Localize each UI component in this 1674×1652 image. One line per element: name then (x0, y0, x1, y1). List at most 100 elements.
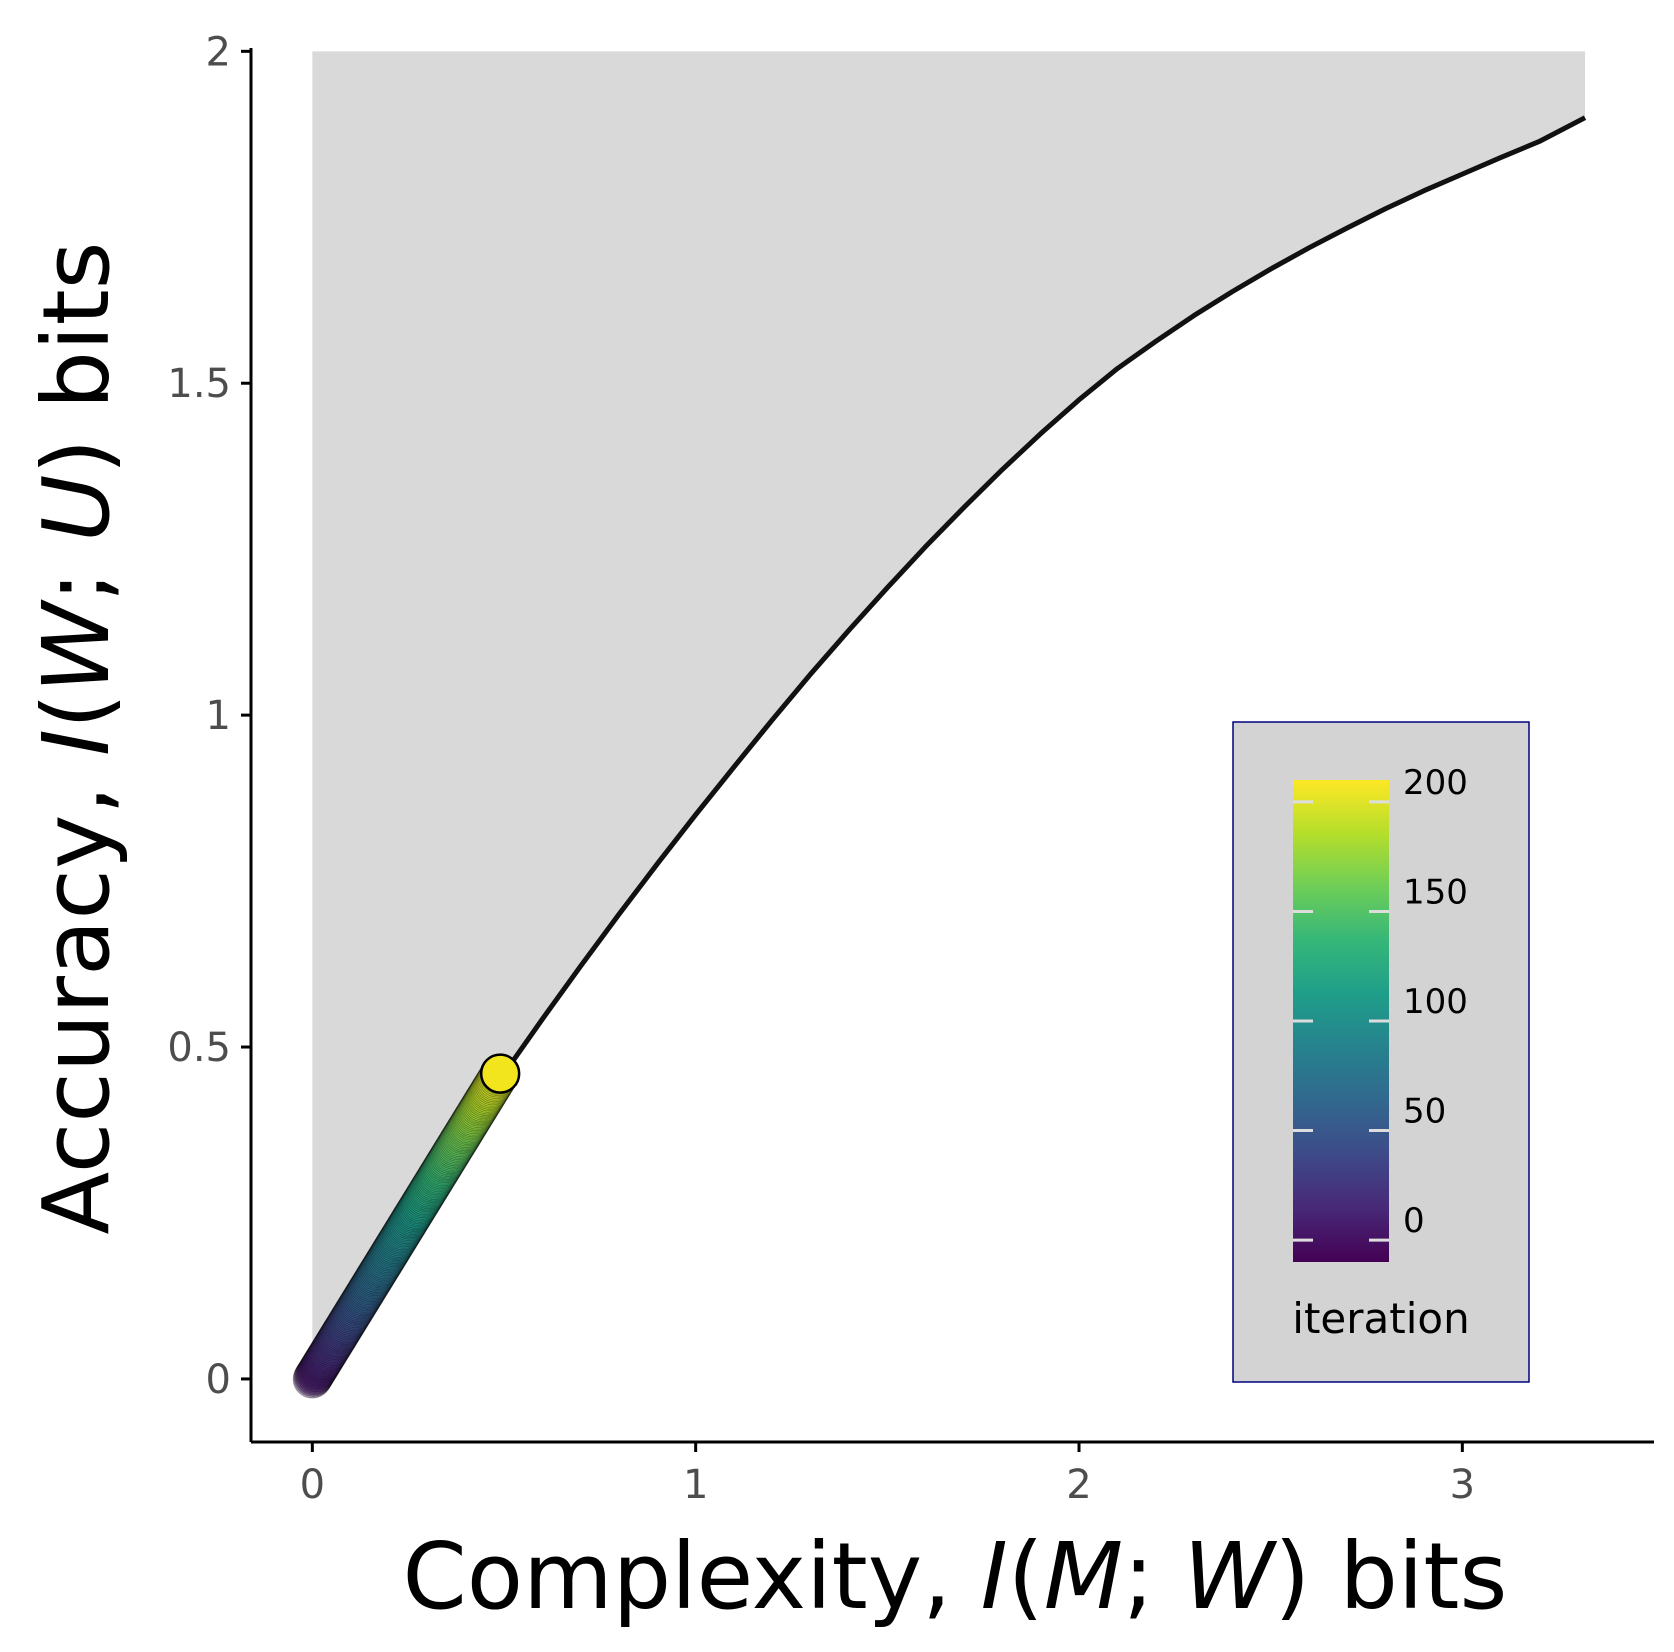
iteration-point (350, 1264, 391, 1304)
colorbar-tick-label: 50 (1403, 1092, 1446, 1132)
iteration-point (383, 1211, 424, 1251)
iteration-point (319, 1315, 360, 1355)
iteration-point (448, 1105, 488, 1146)
iteration-point (304, 1339, 345, 1379)
y-axis-title-italic: I (23, 729, 130, 756)
iteration-point (356, 1255, 396, 1295)
y-axis-title-suffix: bits (23, 241, 130, 438)
iteration-point (457, 1092, 497, 1132)
iteration-point (455, 1095, 495, 1135)
colorbar-tick-label: 150 (1403, 872, 1468, 912)
y-tick-label: 1 (206, 693, 231, 739)
x-axis-title-prefix: Complexity, (403, 1523, 981, 1630)
iteration-point (369, 1234, 409, 1274)
iteration-point (346, 1272, 386, 1312)
iteration-point (410, 1168, 450, 1208)
iteration-point (393, 1195, 433, 1236)
iteration-point (347, 1270, 387, 1310)
iteration-point (444, 1112, 485, 1152)
iteration-point (331, 1296, 371, 1336)
iteration-point (344, 1275, 384, 1315)
iteration-point (378, 1220, 418, 1260)
iteration-point (314, 1324, 354, 1364)
iteration-point (384, 1209, 424, 1249)
iteration-point (453, 1098, 493, 1138)
iteration-point (391, 1199, 431, 1239)
iteration-point (439, 1121, 479, 1161)
iteration-point (427, 1141, 467, 1181)
iteration-point (413, 1162, 454, 1202)
iteration-point (372, 1229, 412, 1269)
iteration-point (357, 1253, 397, 1294)
iteration-point (440, 1119, 480, 1159)
iteration-point (365, 1240, 406, 1280)
iteration-point (420, 1151, 460, 1191)
x-axis-title: Complexity, I(M; W) bits (403, 1523, 1508, 1630)
iteration-point (400, 1183, 440, 1223)
iteration-point (458, 1090, 498, 1130)
iteration-point (353, 1260, 393, 1300)
iteration-point (395, 1192, 435, 1233)
iteration-point (374, 1226, 414, 1266)
y-tick-label: 2 (206, 29, 231, 75)
iteration-point (398, 1186, 439, 1227)
iteration-point (295, 1354, 335, 1394)
iteration-point (361, 1247, 401, 1288)
iteration-point (385, 1208, 425, 1248)
iteration-point (454, 1096, 494, 1136)
iteration-point (310, 1330, 350, 1370)
iteration-point (339, 1282, 379, 1323)
x-tick-label: 0 (300, 1462, 325, 1508)
iteration-point (336, 1287, 377, 1327)
iteration-point (371, 1231, 411, 1271)
iteration-point (409, 1170, 449, 1210)
colorbar-title: iteration (1292, 1294, 1469, 1343)
iteration-point (421, 1150, 461, 1190)
iteration-point (306, 1336, 347, 1376)
iteration-point (389, 1202, 429, 1242)
iteration-point (388, 1203, 428, 1243)
iteration-point (317, 1319, 357, 1359)
iteration-point (343, 1276, 383, 1317)
iteration-point (320, 1313, 361, 1353)
x-axis-title-close: ) (1274, 1523, 1310, 1630)
x-axis-title-sep: ; (1123, 1523, 1183, 1630)
iteration-point (327, 1302, 367, 1343)
bound-curve (310, 115, 1587, 1381)
iteration-point (415, 1159, 455, 1199)
iteration-point (332, 1295, 372, 1335)
x-tick-label: 2 (1066, 1462, 1091, 1508)
x-axis-title-var1: M (1044, 1523, 1123, 1630)
iteration-point (412, 1163, 453, 1204)
iteration-point (422, 1148, 462, 1188)
iteration-point (326, 1304, 366, 1344)
iteration-point (367, 1237, 408, 1277)
iteration-point (399, 1185, 439, 1225)
iteration-point (308, 1333, 348, 1373)
iteration-point (431, 1133, 471, 1173)
iteration-point (325, 1305, 365, 1346)
y-axis-title-close: ) (23, 439, 130, 475)
iteration-point (445, 1110, 486, 1150)
y-axis-title-open: ( (23, 693, 130, 729)
iteration-point (446, 1108, 486, 1149)
iteration-point (328, 1301, 368, 1341)
iteration-point (406, 1174, 446, 1214)
iteration-point (366, 1238, 407, 1278)
iteration-point (294, 1356, 334, 1396)
iteration-point (358, 1252, 398, 1292)
iteration-point (338, 1284, 378, 1324)
iteration-point (307, 1334, 347, 1375)
iteration-point (449, 1104, 489, 1144)
iteration-point (302, 1344, 342, 1384)
y-axis-title-var2: U (23, 475, 130, 542)
iteration-point (305, 1337, 346, 1378)
colorbar-tick-label: 0 (1403, 1201, 1425, 1241)
iteration-point (443, 1113, 484, 1153)
iteration-point (313, 1325, 353, 1365)
iteration-point (418, 1154, 458, 1194)
iteration-point (324, 1307, 364, 1347)
y-tick-label: 0 (206, 1357, 231, 1403)
iteration-point (452, 1099, 492, 1139)
